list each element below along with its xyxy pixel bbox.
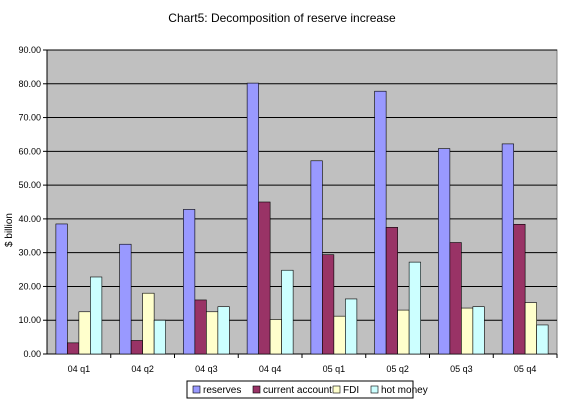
legend-label: hot money	[381, 385, 428, 396]
y-tick-label: 20.00	[18, 281, 41, 291]
chart-title: Chart5: Decomposition of reserve increas…	[168, 11, 396, 25]
bar-reserves-05-q1	[310, 160, 323, 355]
y-tick-label: 50.00	[18, 180, 41, 190]
bar-fdi-04-q2	[142, 292, 155, 355]
bar-hot-money-04-q2	[153, 319, 166, 355]
legend-label: reserves	[203, 385, 241, 396]
bar-current-account-04-q2	[130, 340, 143, 355]
y-tick-label: 80.00	[18, 79, 41, 89]
bar-reserves-05-q4	[501, 143, 514, 355]
y-axis-label: $ billion	[4, 213, 15, 247]
legend-swatch	[192, 385, 201, 394]
x-tick-label: 04 q2	[131, 364, 154, 374]
x-tick-label: 05 q1	[323, 364, 346, 374]
y-tick-label: 60.00	[18, 146, 41, 156]
x-tick-label: 04 q1	[68, 364, 91, 374]
x-tick-label: 05 q2	[386, 364, 409, 374]
bar-fdi-05-q2	[397, 309, 410, 355]
y-tick-label: 10.00	[18, 315, 41, 325]
bar-current-account-05-q1	[322, 254, 335, 355]
x-tick-label: 05 q3	[450, 364, 473, 374]
bar-reserves-04-q4	[246, 82, 259, 355]
legend-swatch	[332, 385, 341, 394]
y-tick-label: 30.00	[18, 248, 41, 258]
bar-fdi-04-q4	[269, 319, 282, 355]
bar-hot-money-04-q4	[281, 269, 294, 355]
bar-fdi-04-q1	[78, 311, 91, 355]
bar-hot-money-05-q4	[536, 324, 549, 355]
y-tick-label: 90.00	[18, 45, 41, 55]
x-tick-label: 04 q4	[259, 364, 282, 374]
bar-hot-money-05-q1	[345, 298, 358, 355]
bar-current-account-05-q3	[449, 242, 462, 355]
bar-hot-money-04-q3	[217, 306, 230, 355]
bar-reserves-04-q1	[55, 223, 68, 355]
legend-label: current account	[263, 385, 332, 396]
bar-reserves-05-q3	[438, 148, 451, 355]
bar-current-account-04-q3	[194, 299, 207, 355]
bar-fdi-04-q3	[206, 311, 219, 355]
x-tick-label: 05 q4	[514, 364, 537, 374]
legend-swatch	[370, 385, 379, 394]
bar-reserves-04-q2	[119, 243, 132, 355]
bar-reserves-05-q2	[374, 90, 387, 355]
bar-current-account-04-q1	[67, 342, 80, 355]
bar-current-account-05-q4	[513, 223, 526, 355]
bar-hot-money-05-q3	[472, 306, 485, 355]
plot-area	[46, 49, 558, 355]
bar-fdi-05-q4	[524, 302, 537, 355]
bar-hot-money-05-q2	[408, 261, 421, 355]
legend-label: FDI	[343, 385, 359, 396]
y-tick-label: 0.00	[23, 349, 41, 359]
y-tick-label: 40.00	[18, 214, 41, 224]
x-tick-label: 04 q3	[195, 364, 218, 374]
bar-current-account-05-q2	[385, 227, 398, 355]
bar-current-account-04-q4	[258, 201, 271, 355]
legend-swatch	[252, 385, 261, 394]
bar-fdi-05-q3	[461, 307, 474, 355]
legend-box	[186, 380, 414, 399]
bar-fdi-05-q1	[333, 315, 346, 355]
y-tick-label: 70.00	[18, 113, 41, 123]
bar-hot-money-04-q1	[90, 276, 103, 355]
bar-reserves-04-q3	[183, 209, 196, 355]
